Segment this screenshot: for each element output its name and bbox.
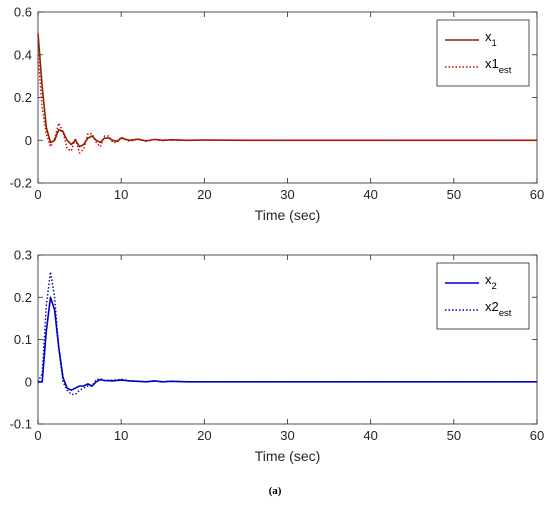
legend-label-main: x — [485, 272, 492, 287]
y-tick-label: 0 — [25, 374, 32, 389]
x-tick-label: 40 — [363, 187, 377, 202]
x-tick-label: 10 — [114, 187, 128, 202]
legend-label-main: x — [485, 29, 492, 44]
legend-label-sub: 2 — [492, 281, 497, 292]
x-axis-label: Time (sec) — [255, 448, 321, 464]
y-tick-label: 0.4 — [14, 47, 32, 62]
series-line-x1 — [37, 33, 537, 148]
x-tick-label: 30 — [280, 187, 294, 202]
legend-entry-x1: x1 — [485, 29, 497, 49]
y-tick-label: 0.6 — [14, 5, 32, 20]
y-tick-label: 0.2 — [14, 90, 32, 105]
legend-label-sub: 1 — [492, 38, 497, 49]
legend-box — [436, 262, 530, 330]
x-tick-label: 30 — [280, 428, 294, 443]
x-axis-label: Time (sec) — [255, 207, 321, 223]
y-tick-label: -0.1 — [10, 417, 32, 432]
x-tick-label: 20 — [197, 428, 211, 443]
x-tick-label: 10 — [114, 428, 128, 443]
y-tick-label: 0.1 — [14, 332, 32, 347]
y-tick-label: 0.3 — [14, 248, 32, 263]
legend-entry-x2: x2 — [485, 272, 497, 292]
y-tick-label: 0 — [25, 133, 32, 148]
y-tick-label: 0.2 — [14, 290, 32, 305]
figure-caption: (a) — [269, 485, 282, 497]
legend-entry-x1est: x1est — [485, 56, 512, 76]
x-tick-label: 60 — [530, 187, 544, 202]
legend-label-sub: est — [499, 308, 512, 319]
x-tick-label: 50 — [447, 187, 461, 202]
x-tick-label: 50 — [447, 428, 461, 443]
y-tick-label: -0.2 — [10, 176, 32, 191]
legend-label-sub: est — [499, 65, 512, 76]
legend-entry-x2est: x2est — [485, 299, 512, 319]
x-tick-label: 60 — [530, 428, 544, 443]
x-tick-label: 0 — [34, 187, 41, 202]
legend-label-main: x1 — [485, 56, 499, 71]
x-tick-label: 20 — [197, 187, 211, 202]
x-tick-label: 0 — [34, 428, 41, 443]
series-line-x2est — [37, 271, 537, 396]
x-tick-label: 40 — [363, 428, 377, 443]
legend-label-main: x2 — [485, 299, 499, 314]
legend-box — [436, 19, 530, 87]
